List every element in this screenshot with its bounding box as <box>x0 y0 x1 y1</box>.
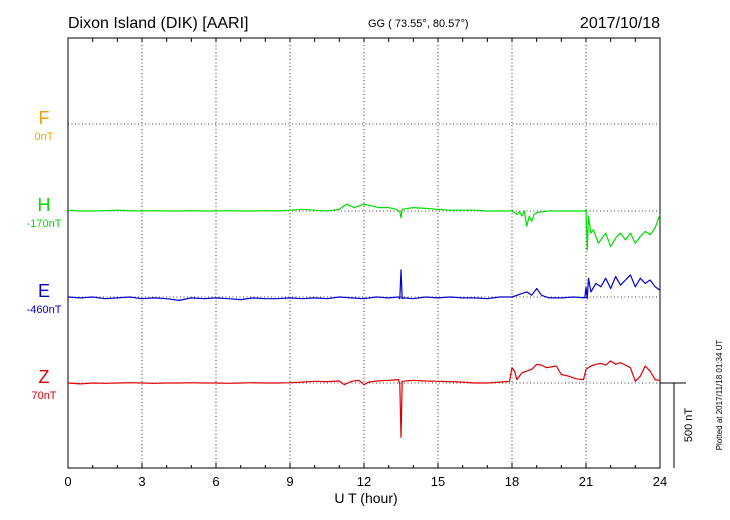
scale-bar: 500 nT <box>660 382 695 468</box>
x-tick-label-18: 18 <box>505 474 519 489</box>
traces <box>67 203 661 438</box>
trace-E <box>67 269 661 301</box>
channel-label-E: E <box>38 281 50 301</box>
plotted-timestamp: Plotted at 2017/11/18 01:34 UT <box>715 340 724 451</box>
channel-label-F: F <box>39 108 50 128</box>
channel-labels: F 0nT H -170nT E -460nT Z 70nT <box>27 108 62 402</box>
geographic-coordinates: GG ( 73.55°, 80.57°) <box>368 18 469 30</box>
grid-lines <box>68 38 660 468</box>
x-tick-label-21: 21 <box>579 474 593 489</box>
channel-baseline-H: -170nT <box>27 218 62 230</box>
plot-frame <box>67 37 661 469</box>
scale-bar-label: 500 nT <box>683 408 695 443</box>
channel-label-H: H <box>38 195 51 215</box>
x-tick-label-12: 12 <box>357 474 371 489</box>
channel-label-Z: Z <box>39 367 50 387</box>
x-tick-label-3: 3 <box>138 474 145 489</box>
trace-H <box>67 203 661 251</box>
channel-baseline-Z: 70nT <box>31 390 56 402</box>
x-tick-label-6: 6 <box>212 474 219 489</box>
x-axis: 0 3 6 9 12 15 18 21 24 <box>64 38 667 489</box>
station-title: Dixon Island (DIK) [AARI] <box>68 15 249 32</box>
trace-Z <box>67 360 661 438</box>
plot-date: 2017/10/18 <box>580 15 660 32</box>
channel-baseline-F: 0nT <box>35 131 54 143</box>
x-tick-label-24: 24 <box>653 474 667 489</box>
x-tick-label-9: 9 <box>286 474 293 489</box>
x-axis-label: U T (hour) <box>334 490 397 506</box>
x-tick-label-0: 0 <box>64 474 71 489</box>
channel-baseline-E: -460nT <box>27 304 62 316</box>
x-tick-label-15: 15 <box>431 474 445 489</box>
